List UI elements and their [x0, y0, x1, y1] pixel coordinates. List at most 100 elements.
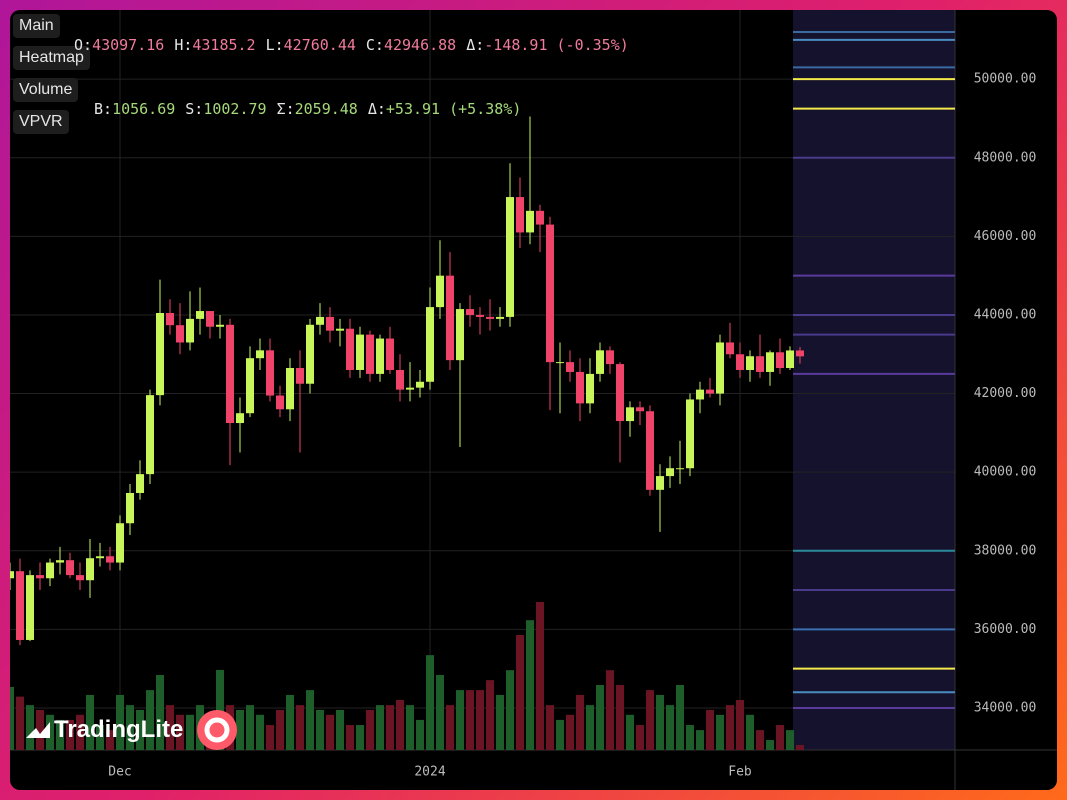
- volume-bar: [96, 725, 104, 750]
- volume-bar: [796, 745, 804, 750]
- volume-info: B:1056.69 S:1002.79 Σ:2059.48 Δ:+53.91 (+5.…: [94, 82, 531, 118]
- candle-body: [126, 492, 134, 524]
- volume-bar: [136, 709, 144, 750]
- volume-bar: [546, 705, 554, 750]
- chart-window: 34000.00 36000.00 38000.00 40000.00 42000.00…: [10, 10, 1057, 790]
- candle-body: [286, 368, 294, 410]
- volume-bar: [336, 709, 344, 750]
- volume-bar: [376, 705, 384, 750]
- volume-bar: [486, 680, 494, 750]
- heatmap-area: [793, 10, 955, 750]
- logo-icon: [26, 722, 50, 738]
- candle-body: [736, 354, 744, 370]
- candle-body: [396, 369, 404, 390]
- candle-body: [376, 338, 384, 374]
- candle-body: [516, 197, 524, 233]
- volume-bar: [346, 725, 354, 750]
- candle-body: [486, 316, 494, 319]
- logo-badge: [197, 710, 238, 750]
- candle-body: [456, 309, 464, 361]
- candle-body: [196, 311, 204, 319]
- candle-body: [776, 352, 784, 369]
- candle-body: [156, 312, 164, 396]
- volume-bar: [746, 714, 754, 750]
- candle-body: [716, 342, 724, 394]
- candle-body: [26, 575, 34, 640]
- volume-bar: [256, 714, 264, 750]
- volume-bar: [506, 670, 514, 750]
- volume-bar: [686, 725, 694, 750]
- volume-bar: [146, 690, 154, 750]
- volume-bar: [186, 714, 194, 750]
- volume-bar: [416, 719, 424, 750]
- candle-body: [66, 560, 74, 576]
- candle-body: [696, 389, 704, 400]
- info-item: H:43185.2: [174, 36, 256, 54]
- candle-body: [306, 324, 314, 384]
- volume-bar: [266, 725, 274, 750]
- info-item: B:1056.69: [94, 100, 176, 118]
- candle-body: [256, 350, 264, 359]
- volume-bar: [646, 690, 654, 750]
- volume-bar: [476, 690, 484, 750]
- panel-button[interactable]: Main: [13, 14, 60, 38]
- candle-body: [46, 562, 54, 579]
- y-tick-label: 38000.00: [974, 543, 1037, 558]
- candle-body: [606, 350, 614, 365]
- volume-bar: [586, 705, 594, 750]
- candle-body: [106, 556, 114, 563]
- y-tick-label: 36000.00: [974, 622, 1037, 637]
- x-tick-label: 2024: [414, 765, 445, 780]
- candle-body: [356, 334, 364, 370]
- candle-body: [236, 413, 244, 424]
- candle-body: [616, 364, 624, 422]
- volume-bar: [576, 694, 584, 750]
- volume-bar: [326, 714, 334, 750]
- volume-bar: [446, 705, 454, 750]
- volume-bar: [696, 730, 704, 750]
- volume-bar: [536, 602, 544, 750]
- candle-body: [436, 275, 444, 308]
- candle-body: [316, 316, 324, 325]
- volume-bar: [386, 705, 394, 750]
- volume-bar: [656, 694, 664, 750]
- volume-bar: [396, 700, 404, 750]
- volume-bar: [526, 620, 534, 750]
- panel-button[interactable]: Volume: [13, 78, 79, 102]
- candle-body: [796, 350, 804, 357]
- candle-body: [626, 407, 634, 422]
- candle-body: [636, 407, 644, 412]
- volume-bar: [166, 705, 174, 750]
- y-tick-label: 34000.00: [974, 700, 1037, 715]
- candle-body: [136, 474, 144, 493]
- y-tick-label: 46000.00: [974, 229, 1037, 244]
- panel-button[interactable]: VPVR: [13, 110, 69, 134]
- candle-body: [556, 362, 564, 364]
- volume-bar: [496, 694, 504, 750]
- panel-button[interactable]: Heatmap: [13, 46, 90, 70]
- candle-body: [146, 395, 154, 475]
- volume-bar: [36, 709, 44, 750]
- volume-bar: [76, 714, 84, 750]
- info-item: L:42760.44: [265, 36, 356, 54]
- volume-bar: [176, 714, 184, 750]
- volume-bar: [736, 700, 744, 750]
- volume-bar: [56, 719, 64, 750]
- volume-bar: [786, 730, 794, 750]
- volume-bar: [426, 655, 434, 750]
- y-tick-label: 50000.00: [974, 72, 1037, 87]
- candle-body: [96, 556, 104, 559]
- candle-body: [406, 387, 414, 390]
- volume-bar: [10, 686, 14, 750]
- candle-body: [326, 316, 334, 331]
- volume-bar: [366, 709, 374, 750]
- volume-bar: [676, 684, 684, 750]
- candle-body: [656, 476, 664, 490]
- candle-body: [676, 468, 684, 470]
- candle-body: [576, 371, 584, 404]
- candle-body: [76, 575, 84, 581]
- volume-bar: [276, 709, 284, 750]
- x-tick-label: Dec: [108, 765, 131, 780]
- volume-bar: [566, 714, 574, 750]
- candle-body: [36, 575, 44, 579]
